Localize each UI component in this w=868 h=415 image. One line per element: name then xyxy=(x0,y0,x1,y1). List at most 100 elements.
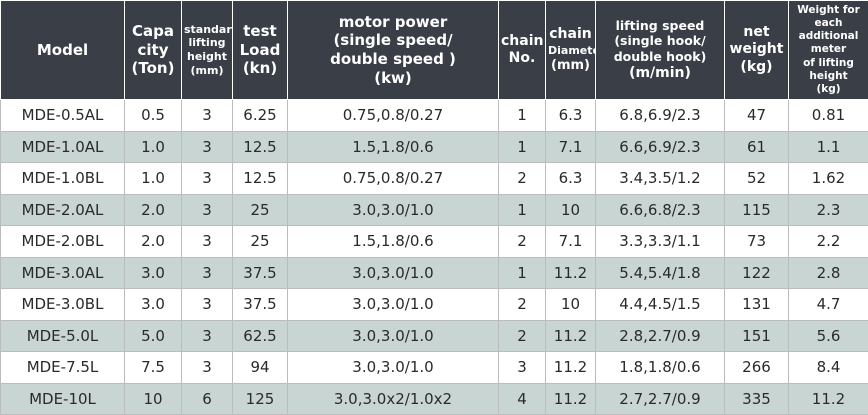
cell-lifting-speed: 5.4,5.4/1.8 xyxy=(595,256,725,289)
cell-motor-power: 1.5,1.8/0.6 xyxy=(287,225,499,258)
header-capacity: Capa city (Ton) xyxy=(124,0,182,100)
cell-lifting-height: 3 xyxy=(181,319,233,352)
cell-capacity: 1.0 xyxy=(124,162,182,195)
header-line: No. xyxy=(508,50,536,66)
cell-chain-no: 2 xyxy=(498,319,546,352)
cell-lifting-speed: 2.7,2.7/0.9 xyxy=(595,382,725,415)
header-line: Diameter xyxy=(548,43,595,57)
cell-chain-no: 1 xyxy=(498,256,546,289)
header-line: (single hook/ xyxy=(614,33,706,49)
header-line: Capa xyxy=(132,21,174,40)
cell-chain-diameter: 10 xyxy=(545,193,596,226)
cell-test-load: 37.5 xyxy=(232,288,288,321)
cell-test-load: 6.25 xyxy=(232,99,288,132)
header-line: (kg) xyxy=(816,82,841,95)
cell-capacity: 0.5 xyxy=(124,99,182,132)
table-body: MDE-0.5AL 0.5 3 6.25 0.75,0.8/0.27 1 6.3 6.8,6.… xyxy=(0,99,868,415)
header-line: of lifting height xyxy=(803,56,854,82)
cell-chain-no: 3 xyxy=(498,351,546,384)
cell-lifting-speed: 4.4,4.5/1.5 xyxy=(595,288,725,321)
cell-capacity: 10 xyxy=(124,382,182,415)
cell-net-weight: 122 xyxy=(724,256,789,289)
header-weight-per-meter: Weight for each additional meter of lift… xyxy=(788,0,868,100)
header-line: net xyxy=(743,23,770,40)
table-row: MDE-3.0AL 3.0 3 37.5 3.0,3.0/1.0 1 11.2 5.4,5.4… xyxy=(0,256,868,289)
cell-net-weight: 151 xyxy=(724,319,789,352)
cell-motor-power: 3.0,3.0/1.0 xyxy=(287,288,499,321)
header-line: Load xyxy=(239,40,281,59)
cell-lifting-speed: 6.8,6.9/2.3 xyxy=(595,99,725,132)
cell-net-weight: 335 xyxy=(724,382,789,415)
cell-weight-per-meter: 11.2 xyxy=(788,382,868,415)
cell-weight-per-meter: 5.6 xyxy=(788,319,868,352)
cell-lifting-height: 3 xyxy=(181,99,233,132)
header-motor-power: motor power (single speed/ double speed … xyxy=(287,0,499,100)
header-line: height xyxy=(186,50,228,63)
cell-capacity: 2.0 xyxy=(124,193,182,226)
cell-chain-diameter: 11.2 xyxy=(545,351,596,384)
header-line: additional meter xyxy=(798,30,859,56)
cell-test-load: 25 xyxy=(232,225,288,258)
cell-chain-diameter: 6.3 xyxy=(545,99,596,132)
table-row: MDE-1.0AL 1.0 3 12.5 1.5,1.8/0.6 1 7.1 6.6,6.9/… xyxy=(0,130,868,163)
cell-chain-no: 4 xyxy=(498,382,546,415)
cell-chain-no: 1 xyxy=(498,193,546,226)
cell-motor-power: 1.5,1.8/0.6 xyxy=(287,130,499,163)
cell-motor-power: 0.75,0.8/0.27 xyxy=(287,99,499,132)
cell-model: MDE-3.0AL xyxy=(0,256,125,289)
table-row: MDE-5.0L 5.0 3 62.5 3.0,3.0/1.0 2 11.2 2.8,2.7/… xyxy=(0,319,868,352)
cell-weight-per-meter: 2.2 xyxy=(788,225,868,258)
header-line: chain xyxy=(501,32,544,49)
table-row: MDE-1.0BL 1.0 3 12.5 0.75,0.8/0.27 2 6.3 3.4,3.… xyxy=(0,162,868,195)
cell-weight-per-meter: 8.4 xyxy=(788,351,868,384)
cell-test-load: 12.5 xyxy=(232,130,288,163)
table-row: MDE-2.0BL 2.0 3 25 1.5,1.8/0.6 2 7.1 3.3,3.3/1.… xyxy=(0,225,868,258)
cell-model: MDE-1.0BL xyxy=(0,162,125,195)
cell-lifting-speed: 2.8,2.7/0.9 xyxy=(595,319,725,352)
header-net-weight: net weight (kg) xyxy=(724,0,789,100)
cell-lifting-height: 6 xyxy=(181,382,233,415)
cell-model: MDE-0.5AL xyxy=(0,99,125,132)
header-model: Model xyxy=(0,0,125,100)
cell-chain-diameter: 7.1 xyxy=(545,130,596,163)
table-row: MDE-2.0AL 2.0 3 25 3.0,3.0/1.0 1 10 6.6,6.8/2.3… xyxy=(0,193,868,226)
header-line: (mm) xyxy=(551,57,590,73)
cell-test-load: 37.5 xyxy=(232,256,288,289)
cell-capacity: 7.5 xyxy=(124,351,182,384)
cell-lifting-speed: 3.4,3.5/1.2 xyxy=(595,162,725,195)
cell-net-weight: 131 xyxy=(724,288,789,321)
cell-chain-no: 2 xyxy=(498,162,546,195)
header-line: test xyxy=(243,21,277,40)
cell-model: MDE-7.5L xyxy=(0,351,125,384)
cell-lifting-height: 3 xyxy=(181,130,233,163)
cell-lifting-height: 3 xyxy=(181,225,233,258)
header-line: Weight for each xyxy=(797,4,860,30)
header-line: (m/min) xyxy=(629,64,691,81)
cell-test-load: 12.5 xyxy=(232,162,288,195)
cell-capacity: 3.0 xyxy=(124,256,182,289)
cell-net-weight: 52 xyxy=(724,162,789,195)
cell-weight-per-meter: 1.62 xyxy=(788,162,868,195)
cell-lifting-height: 3 xyxy=(181,193,233,226)
cell-test-load: 125 xyxy=(232,382,288,415)
cell-chain-diameter: 10 xyxy=(545,288,596,321)
cell-test-load: 94 xyxy=(232,351,288,384)
header-line: (kn) xyxy=(242,59,278,78)
cell-capacity: 2.0 xyxy=(124,225,182,258)
header-line: standard xyxy=(184,22,232,36)
header-line: motor power xyxy=(338,12,448,31)
cell-lifting-height: 3 xyxy=(181,288,233,321)
cell-model: MDE-10L xyxy=(0,382,125,415)
cell-model: MDE-3.0BL xyxy=(0,288,125,321)
header-line: (kw) xyxy=(374,68,412,87)
cell-lifting-height: 3 xyxy=(181,351,233,384)
cell-chain-diameter: 6.3 xyxy=(545,162,596,195)
header-line: (Ton) xyxy=(131,59,175,78)
table-header: Model Capa city (Ton) standard lifting h… xyxy=(0,0,868,100)
table-row: MDE-10L 10 6 125 3.0,3.0x2/1.0x2 4 11.2 2.7,2.7… xyxy=(0,382,868,415)
header-line: chain xyxy=(549,26,592,43)
cell-chain-diameter: 7.1 xyxy=(545,225,596,258)
header-line: lifting xyxy=(188,36,226,50)
cell-net-weight: 47 xyxy=(724,99,789,132)
